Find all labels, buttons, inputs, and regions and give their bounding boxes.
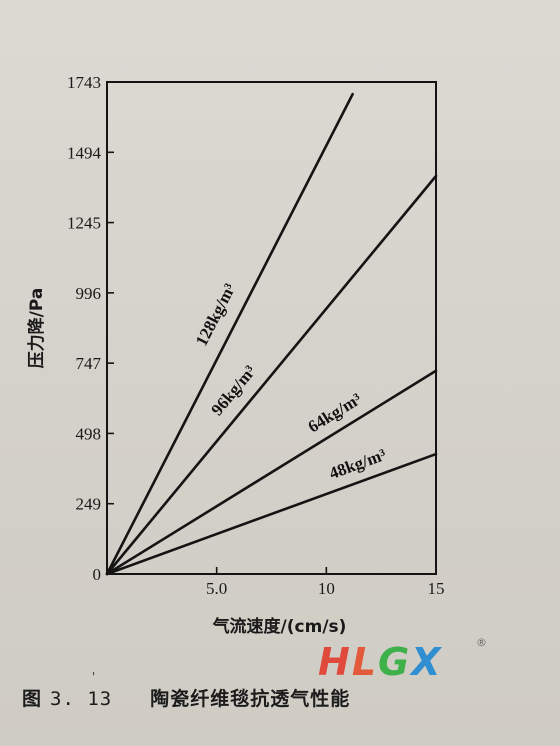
logo-letter: X	[411, 640, 443, 684]
logo-letter: L	[351, 640, 379, 684]
series-line	[105, 92, 354, 576]
y-tick-label: 747	[76, 354, 102, 373]
figure-label: 图	[22, 688, 43, 710]
y-tick-label: 249	[76, 495, 102, 514]
x-tick-label: 15	[428, 579, 445, 598]
figure-title: 陶瓷纤维毯抗透气性能	[150, 688, 351, 710]
hlgx-watermark-logo: HLGX ®	[318, 636, 493, 684]
series-label: 96kg/m³	[207, 362, 259, 420]
y-tick-label: 0	[93, 565, 102, 584]
y-tick-label: 1494	[67, 143, 102, 162]
series-layer	[105, 92, 438, 576]
series-label: 128kg/m³	[192, 280, 240, 349]
y-tick-label: 996	[76, 284, 102, 303]
figure-caption: 图 3. 13 陶瓷纤维毯抗透气性能	[22, 684, 542, 714]
x-axis-title: 气流速度/(cm/s)	[212, 616, 347, 637]
figure-number: 3. 13	[50, 688, 113, 710]
axes-layer	[106, 81, 437, 575]
logo-letter: G	[378, 640, 412, 684]
series-label: 48kg/m³	[327, 445, 389, 483]
series-line	[105, 369, 438, 576]
y-axis-title: 压力降/Pa	[26, 288, 47, 369]
series-label: 64kg/m³	[305, 389, 365, 436]
series-line	[105, 174, 438, 576]
plot-frame	[106, 81, 437, 575]
x-tick-label: 10	[318, 579, 335, 598]
series-line	[105, 452, 438, 576]
registered-mark: ®	[476, 636, 487, 649]
y-tick-label: 1743	[67, 73, 101, 92]
ticks-layer: 0 249 498 747 996 1245 1494 1743 5.0 10 15	[67, 73, 445, 598]
x-tick-label: 5.0	[206, 579, 227, 598]
y-tick-label: 498	[76, 424, 102, 443]
y-tick-label: 1245	[67, 214, 101, 233]
logo-letter: H	[318, 640, 352, 684]
stray-mark: '	[92, 670, 96, 684]
